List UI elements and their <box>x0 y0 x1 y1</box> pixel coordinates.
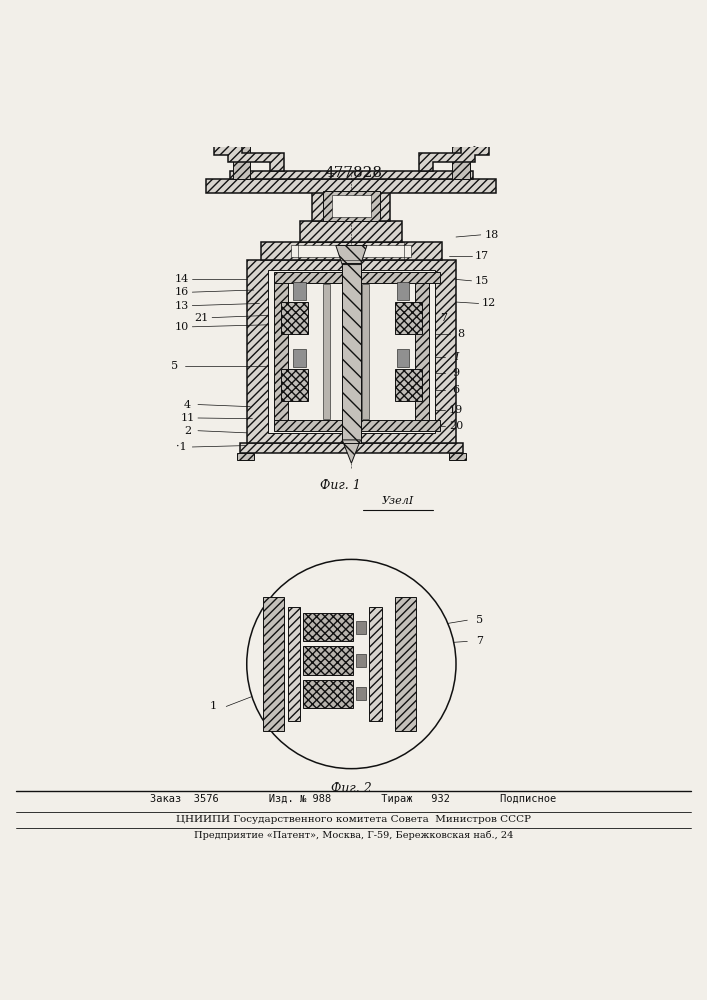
Bar <box>261 242 442 260</box>
Text: Фиг. 1: Фиг. 1 <box>320 479 361 492</box>
Bar <box>288 607 300 721</box>
Text: 17: 17 <box>475 251 489 261</box>
Text: УзелI: УзелI <box>381 496 414 506</box>
Polygon shape <box>419 142 489 171</box>
Bar <box>395 302 422 334</box>
Bar <box>293 282 306 300</box>
Bar <box>312 191 390 221</box>
Text: 15: 15 <box>475 276 489 286</box>
Text: 10: 10 <box>175 322 189 332</box>
Polygon shape <box>214 142 284 171</box>
Text: ЦНИИПИ Государственного комитета Совета  Министров СССР: ЦНИИПИ Государственного комитета Совета … <box>176 815 531 824</box>
Bar <box>362 284 369 419</box>
Bar <box>356 687 366 700</box>
Bar <box>369 607 382 721</box>
Bar <box>323 191 380 221</box>
Bar <box>206 179 496 193</box>
Text: 18: 18 <box>484 230 498 240</box>
Text: 5: 5 <box>171 361 178 371</box>
Text: 4: 4 <box>184 400 191 410</box>
Bar <box>356 621 366 634</box>
Bar <box>397 349 409 367</box>
Circle shape <box>247 559 456 769</box>
Text: 6: 6 <box>452 385 460 395</box>
Bar <box>395 597 416 731</box>
Text: I: I <box>454 352 458 362</box>
Text: 13: 13 <box>175 301 189 311</box>
Text: Заказ  3576        Изд. № 988        Тираж   932        Подписное: Заказ 3576 Изд. № 988 Тираж 932 Подписно… <box>151 794 556 804</box>
Bar <box>323 284 330 419</box>
Text: 9: 9 <box>452 368 460 378</box>
Text: 16: 16 <box>175 287 189 297</box>
Text: 1: 1 <box>210 701 217 711</box>
Bar <box>240 443 463 453</box>
Bar <box>274 420 440 431</box>
Text: 14: 14 <box>175 274 189 284</box>
Bar <box>397 282 409 300</box>
Polygon shape <box>336 245 367 265</box>
Bar <box>303 613 354 641</box>
Bar <box>237 453 254 460</box>
Bar <box>281 369 308 401</box>
Text: 2: 2 <box>184 426 191 436</box>
Bar <box>449 453 466 460</box>
Bar <box>342 263 361 443</box>
Text: 8: 8 <box>457 329 464 339</box>
Bar <box>233 96 250 179</box>
Text: 7: 7 <box>477 636 484 646</box>
Text: 5: 5 <box>477 615 484 625</box>
Text: 19: 19 <box>449 405 463 415</box>
Bar <box>415 274 429 429</box>
Text: 12: 12 <box>482 298 496 308</box>
Bar <box>300 221 402 242</box>
Polygon shape <box>342 440 361 463</box>
Text: 20: 20 <box>449 421 463 431</box>
Bar <box>230 171 473 179</box>
Text: 21: 21 <box>194 313 209 323</box>
Bar <box>274 274 288 429</box>
Bar <box>281 302 308 334</box>
Text: 477828: 477828 <box>325 166 382 180</box>
Bar <box>332 195 371 217</box>
Bar <box>356 654 366 667</box>
Bar <box>303 680 354 708</box>
Bar <box>303 646 354 675</box>
Bar <box>247 260 456 443</box>
Bar <box>293 349 306 367</box>
Text: 11: 11 <box>180 413 194 423</box>
Text: Фиг. 2: Фиг. 2 <box>331 782 372 795</box>
Text: 7: 7 <box>440 313 447 323</box>
Bar <box>452 96 470 179</box>
Text: Предприятие «Патент», Москва, Г-59, Бережковская наб., 24: Предприятие «Патент», Москва, Г-59, Бере… <box>194 831 513 840</box>
Text: 3: 3 <box>355 569 362 579</box>
Bar <box>298 242 404 260</box>
Bar <box>395 369 422 401</box>
Text: ·1: ·1 <box>176 442 187 452</box>
Bar <box>268 270 435 433</box>
Bar <box>342 263 361 443</box>
Bar <box>291 245 411 257</box>
Bar <box>274 272 440 283</box>
Bar <box>263 597 284 731</box>
